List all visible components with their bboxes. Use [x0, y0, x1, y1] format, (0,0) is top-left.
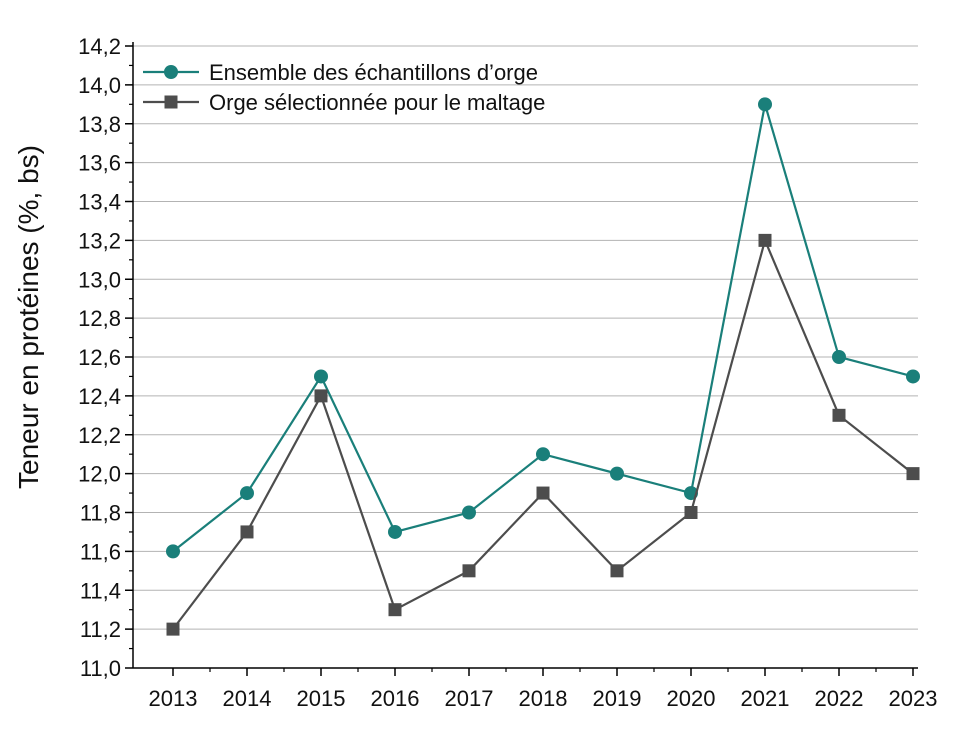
data-point [536, 447, 550, 462]
y-tick-label: 11,4 [80, 578, 121, 603]
y-tick-label: 13,2 [78, 228, 121, 253]
y-tick-label: 11,6 [80, 539, 121, 564]
x-tick-label: 2019 [593, 686, 642, 711]
legend-marker [164, 65, 178, 79]
x-tick-label: 2022 [815, 686, 864, 711]
data-point [832, 408, 846, 422]
x-tick-label: 2013 [149, 686, 198, 711]
data-point [906, 467, 920, 481]
y-tick-label: 13,8 [78, 112, 121, 137]
data-point [758, 233, 772, 247]
data-point [906, 369, 920, 384]
data-point [610, 466, 624, 481]
y-tick-label: 11,8 [80, 501, 121, 526]
legend-label: Ensemble des échantillons d’orge [209, 60, 538, 85]
y-tick-label: 12,6 [78, 345, 121, 370]
x-tick-label: 2018 [519, 686, 568, 711]
x-tick-label: 2015 [297, 686, 346, 711]
data-point [314, 369, 328, 384]
x-tick-label: 2023 [889, 686, 938, 711]
y-tick-label: 12,0 [78, 462, 121, 487]
data-point [314, 389, 328, 403]
x-tick-label: 2016 [371, 686, 420, 711]
y-tick-label: 14,2 [78, 34, 121, 59]
data-point [832, 350, 846, 364]
y-tick-label: 11,2 [80, 617, 121, 642]
y-tick-label: 13,6 [78, 151, 121, 176]
y-tick-label: 12,2 [78, 423, 121, 448]
data-point [388, 524, 402, 539]
y-tick-label: 13,4 [78, 190, 121, 215]
data-point [758, 97, 772, 112]
x-tick-label: 2014 [223, 686, 272, 711]
series-group [166, 97, 920, 636]
data-point [166, 622, 180, 636]
data-point [536, 486, 550, 500]
axes: 11,0 11,2 11,4 11,6 11,8 12,0 12,2 12,4 12,6 12,8… [78, 34, 937, 711]
y-axis-title: Teneur en protéines (%, bs) [13, 145, 44, 489]
legend-label: Orge sélectionnée pour le maltage [209, 90, 545, 115]
y-tick-label: 14,0 [78, 73, 121, 98]
x-tick-label: 2020 [667, 686, 716, 711]
legend-marker [164, 95, 178, 109]
x-tick-label: 2017 [445, 686, 494, 711]
legend: Ensemble des échantillons d’orge Orge sél… [143, 60, 545, 115]
y-tick-label: 13,0 [78, 267, 121, 292]
gridlines [133, 45, 918, 630]
y-tick-label: 11,0 [80, 656, 121, 681]
y-tick-label: 12,4 [78, 384, 121, 409]
data-point [240, 525, 254, 539]
data-point [388, 603, 402, 617]
data-point [462, 505, 476, 520]
data-point [240, 486, 254, 501]
y-tick-label: 12,8 [78, 306, 121, 331]
data-point [610, 564, 624, 578]
data-point [462, 564, 476, 578]
x-tick-label: 2021 [741, 686, 790, 711]
data-point [684, 506, 698, 519]
data-point [166, 544, 180, 559]
